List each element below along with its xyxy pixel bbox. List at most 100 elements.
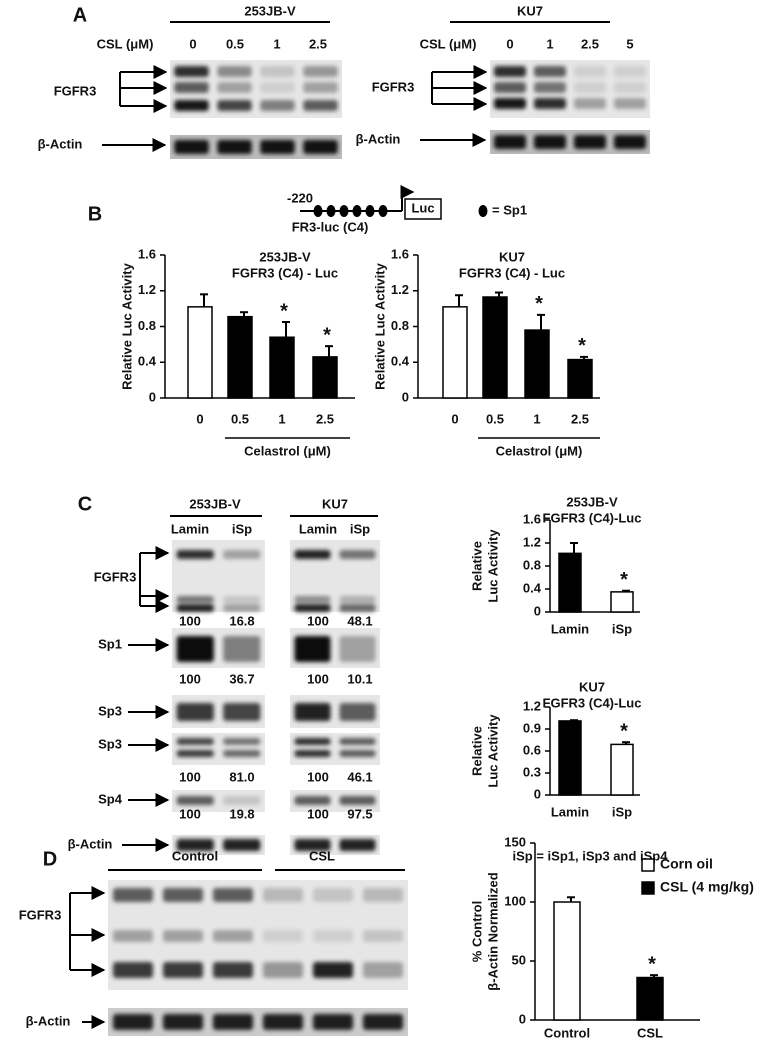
x-tick-label: 2.5 <box>316 411 334 426</box>
dose: 1 <box>273 36 280 51</box>
chart-title: FGFR3 (C4)-Luc <box>543 510 642 525</box>
group-label: Control <box>172 848 218 863</box>
band <box>614 82 646 93</box>
band <box>294 596 331 603</box>
quantification: 100 <box>179 769 201 784</box>
quantification: 19.8 <box>229 806 254 821</box>
band <box>294 750 331 757</box>
band <box>213 1014 253 1030</box>
band <box>176 703 214 721</box>
dose: 0 <box>189 36 196 51</box>
y-tick-label: 0 <box>149 389 156 404</box>
quantification: 46.1 <box>347 769 372 784</box>
band <box>113 930 153 942</box>
band <box>223 703 261 721</box>
y-axis-label: Luc Activity <box>485 529 500 603</box>
blot <box>108 1008 408 1036</box>
dose-label: CSL (μM) <box>420 36 477 51</box>
y-tick-label: 0 <box>402 389 409 404</box>
band <box>339 604 376 612</box>
band <box>574 66 606 77</box>
quantification: 100 <box>307 806 329 821</box>
y-tick-label: 100 <box>504 893 526 908</box>
band <box>223 839 261 851</box>
band <box>294 550 331 559</box>
band <box>223 636 261 662</box>
y-tick-label: 0 <box>534 786 541 801</box>
band <box>163 930 203 942</box>
y-tick-label: 0 <box>519 1011 526 1026</box>
band <box>534 82 566 93</box>
band <box>294 738 331 745</box>
band <box>294 796 331 805</box>
band <box>363 888 403 902</box>
cell-line: 253JB-V <box>244 3 296 18</box>
blot <box>290 835 380 855</box>
bar <box>442 306 468 399</box>
protein-label: β-Actin <box>356 131 401 146</box>
bar <box>269 336 295 399</box>
cell-line: 253JB-V <box>189 496 241 511</box>
band <box>339 738 376 745</box>
band <box>223 738 261 745</box>
x-tick-label: CSL <box>637 1025 663 1040</box>
y-tick-label: 1.2 <box>523 534 541 549</box>
panel-label: B <box>88 203 102 225</box>
protein-label: Sp4 <box>98 791 123 806</box>
dose: 1 <box>546 36 553 51</box>
y-tick-label: 1.6 <box>391 246 409 261</box>
significance: * <box>323 324 331 346</box>
tss-arrow <box>400 185 415 211</box>
band <box>294 604 331 612</box>
quantification: 100 <box>179 613 201 628</box>
bar <box>567 358 593 399</box>
lane-label: iSp <box>350 521 370 536</box>
chart-title: FGFR3 (C4) - Luc <box>459 265 565 280</box>
band <box>163 1014 203 1030</box>
band <box>574 135 606 149</box>
band <box>263 1014 303 1030</box>
legend-swatch <box>641 881 655 895</box>
y-axis-label: % Control <box>469 901 484 962</box>
lane-label: Lamin <box>299 521 337 536</box>
quantification: 16.8 <box>229 613 254 628</box>
band <box>294 839 331 851</box>
y-axis-label: Relative Luc Activity <box>119 262 134 389</box>
band <box>113 962 153 978</box>
dose: 2.5 <box>581 36 599 51</box>
bar <box>187 306 213 399</box>
y-tick-label: 0.9 <box>523 720 541 735</box>
y-tick-label: 0.8 <box>391 318 409 333</box>
dose: 5 <box>626 36 633 51</box>
bar <box>636 976 664 1021</box>
band <box>223 596 261 603</box>
band <box>223 796 261 805</box>
band <box>339 703 376 721</box>
band <box>176 839 214 851</box>
y-tick-label: 0.4 <box>391 354 410 369</box>
band <box>574 98 606 109</box>
protein-label: β-Actin <box>68 836 113 851</box>
x-tick-label: Lamin <box>551 621 589 636</box>
sp1-site <box>365 205 375 217</box>
band <box>176 796 214 805</box>
band <box>176 550 214 559</box>
chart-title: FGFR3 (C4) - Luc <box>232 265 338 280</box>
y-tick-label: 1.6 <box>138 246 156 261</box>
y-tick-label: 0.4 <box>138 354 157 369</box>
dose: 2.5 <box>309 36 327 51</box>
protein-label: FGFR3 <box>372 79 415 94</box>
significance: * <box>648 953 656 975</box>
band <box>303 82 338 93</box>
y-tick-label: 0.3 <box>523 764 541 779</box>
quantification: 100 <box>307 671 329 686</box>
quantification: 81.0 <box>229 769 254 784</box>
y-tick-label: 1.2 <box>138 282 156 297</box>
band <box>174 100 209 111</box>
chart-title: 253JB-V <box>566 494 618 509</box>
band <box>363 962 403 978</box>
x-tick-label: 1 <box>278 411 285 426</box>
group-label: CSL <box>309 848 335 863</box>
band <box>176 750 214 757</box>
